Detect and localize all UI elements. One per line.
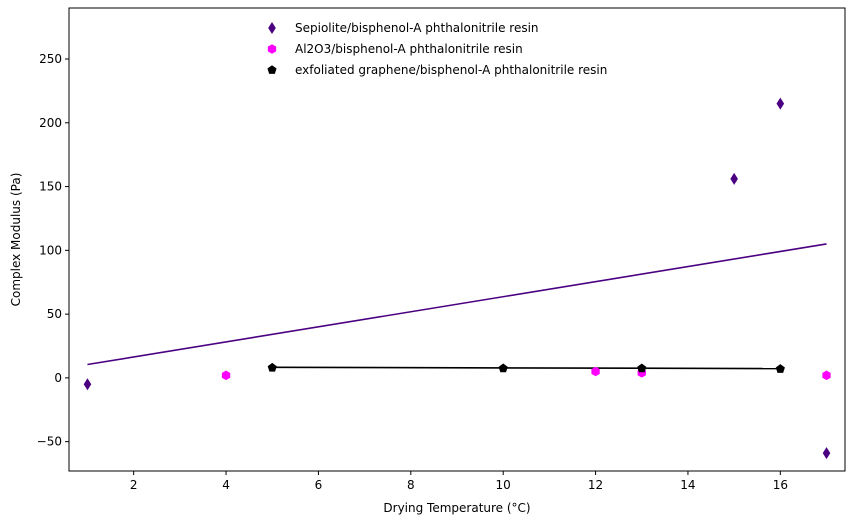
plot-frame [68,7,846,472]
y-tick-label--50: −50 [37,435,62,449]
y-tick-label-50: 50 [47,307,62,321]
x-tick-label-12: 12 [588,478,603,492]
point-s1-0 [221,370,231,381]
trend-line-2 [272,366,781,370]
point-s0-1 [730,172,738,185]
y-tick-label-250: 250 [39,52,62,66]
legend-label-0: Sepiolite/bisphenol-A phthalonitrile res… [295,21,539,35]
point-s2-1 [498,363,508,373]
legend-label-1: Al2O3/bisphenol-A phthalonitrile resin [295,42,523,56]
y-tick-label-150: 150 [39,180,62,194]
legend-marker-0 [268,22,276,34]
trend-line-0 [87,243,827,366]
point-s0-3 [822,447,831,460]
point-s2-3 [775,364,785,373]
y-tick-label-0: 0 [54,371,62,385]
legend: Sepiolite/bisphenol-A phthalonitrile res… [267,21,607,77]
point-s1-1 [591,366,600,377]
x-axis-label: Drying Temperature (°C) [383,501,530,515]
x-tick-label-4: 4 [222,478,230,492]
x-tick-label-2: 2 [130,478,138,492]
y-axis-label: Complex Modulus (Pa) [9,173,23,307]
x-tick-label-6: 6 [315,478,323,492]
legend-marker-1 [267,44,277,54]
x-tick-label-16: 16 [773,478,788,492]
legend-label-2: exfoliated graphene/bisphenol-A phthalon… [295,63,607,77]
point-s2-2 [637,363,647,373]
point-s0-2 [776,97,785,110]
legend-marker-2 [267,65,277,74]
y-tick-label-200: 200 [39,116,62,130]
x-tick-label-8: 8 [407,478,415,492]
point-s1-3 [822,370,831,381]
point-s0-0 [83,378,92,391]
x-tick-label-14: 14 [680,478,695,492]
y-tick-label-100: 100 [39,243,62,257]
x-tick-label-10: 10 [496,478,511,492]
point-s2-0 [267,362,277,372]
